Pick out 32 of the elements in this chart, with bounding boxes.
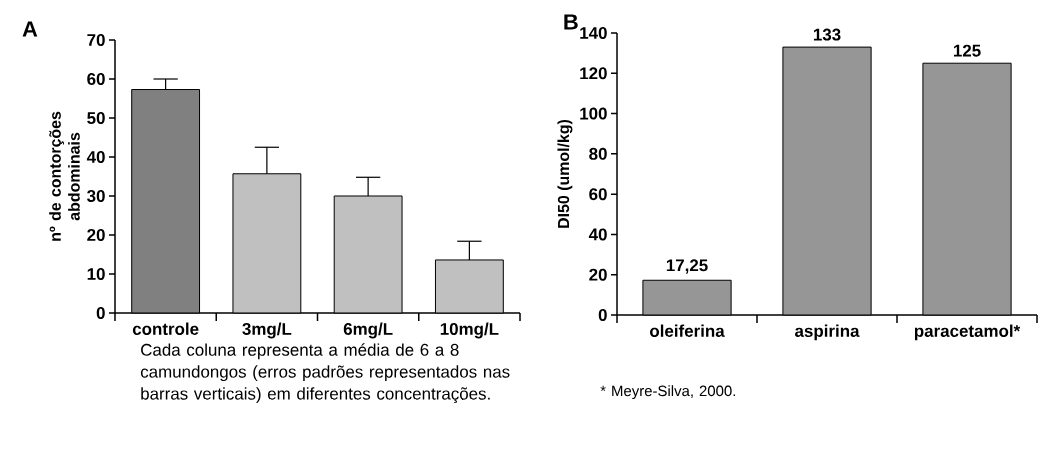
y-tick-label: 70: [87, 34, 105, 47]
chart-title: A: [22, 21, 38, 37]
y-axis-title: nº de contorções abdominais: [49, 111, 80, 241]
y-tick-label: 40: [588, 228, 607, 241]
y-tick-label: 60: [589, 188, 607, 201]
y-tick-label: 50: [87, 112, 105, 124]
y-axis-title: DI50 (umol/kg): [557, 119, 573, 228]
y-tick-label: 80: [589, 147, 607, 160]
y-tick-label: 40: [86, 151, 105, 163]
x-tick-label: 3mg/L: [242, 322, 292, 339]
chart-title: B: [564, 14, 578, 30]
y-tick-label: 140: [580, 27, 607, 39]
y-tick-label: 20: [589, 268, 607, 281]
x-tick-label: controle: [132, 322, 199, 335]
x-tick-label: 10mg/L: [440, 322, 499, 339]
data-label: 17,25: [666, 259, 708, 274]
data-label: 133: [813, 28, 841, 41]
y-tick-label: 120: [580, 67, 607, 80]
x-tick-label: paracetamol*: [914, 324, 1021, 341]
text: * Meyre-Silva, 2000.: [600, 385, 736, 400]
x-tick-label: 6mg/L: [343, 322, 393, 339]
x-tick-label: oleiferina: [650, 324, 725, 337]
y-tick-label: 0: [598, 309, 607, 321]
y-tick-label: 0: [96, 307, 105, 319]
x-tick-label: aspirina: [795, 324, 860, 341]
y-tick-label: 100: [580, 107, 607, 120]
y-tick-label: 10: [87, 268, 105, 280]
data-label: 125: [953, 44, 981, 57]
y-tick-label: 20: [87, 229, 105, 241]
text: Cada coluna representa a média de 6 a 8 camundongos (erros padrões representados nas barras verticais) em diferentes concentrações.: [140, 343, 510, 404]
y-tick-label: 30: [87, 189, 105, 203]
y-tick-label: 60: [87, 73, 105, 85]
